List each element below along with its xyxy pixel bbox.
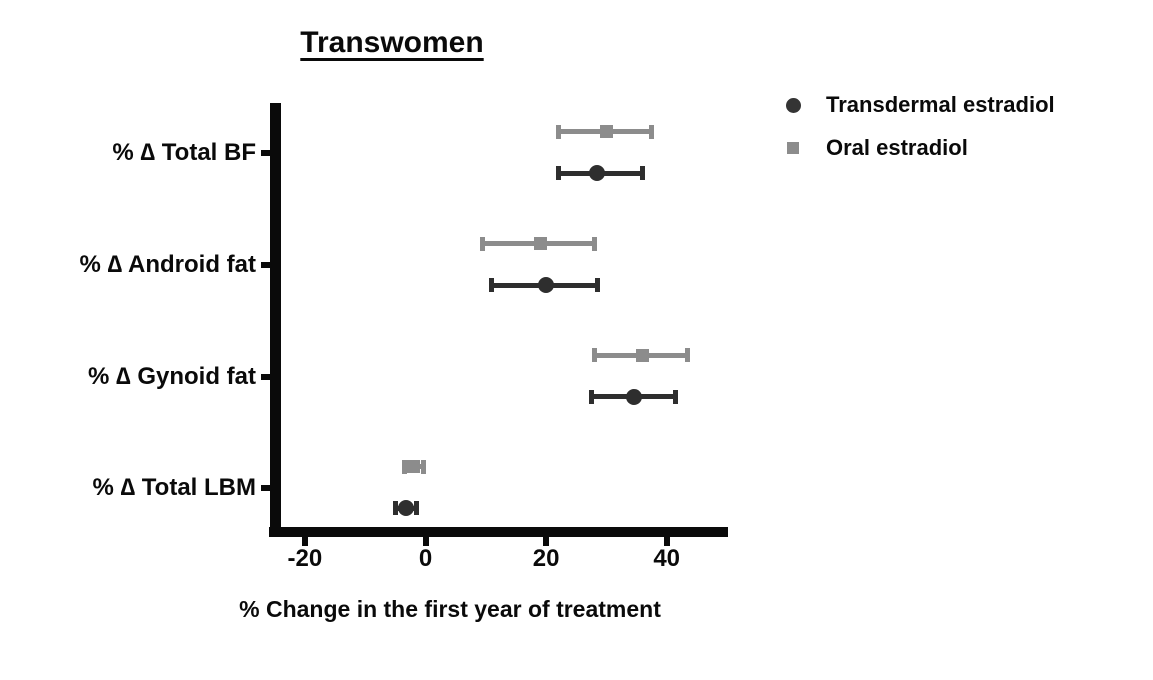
- oral-point-marker: [533, 237, 547, 250]
- error-bar-cap-left: [588, 389, 594, 404]
- circle-marker-glyph: [785, 97, 801, 113]
- legend-label: Transdermal estradiol: [826, 92, 1055, 117]
- y-axis-tick: [261, 485, 270, 491]
- oral-point-marker: [636, 348, 650, 362]
- category-label: % ∆ Android fat: [79, 251, 256, 278]
- error-bar-cap-right: [591, 236, 597, 251]
- transdermal-point-marker: [625, 388, 642, 405]
- x-tick-label: 20: [532, 545, 560, 572]
- error-bar-cap-left: [555, 166, 561, 180]
- error-bar-cap-right: [649, 124, 655, 139]
- error-bar-cap-right: [421, 459, 427, 474]
- oral-point-marker: [406, 460, 420, 473]
- error-bar-cap-left: [401, 459, 407, 474]
- x-tick-label: 0: [418, 545, 433, 572]
- error-bar-cap-right: [673, 389, 679, 404]
- legend-circle-icon: [778, 97, 808, 113]
- legend-square-icon: [778, 142, 808, 154]
- x-axis-line: [269, 527, 728, 537]
- error-bar-cap-right: [594, 278, 600, 292]
- error-bar-cap-right: [413, 501, 419, 515]
- y-axis-tick: [261, 373, 270, 380]
- error-bar-cap-left: [555, 124, 561, 139]
- x-axis-title: % Change in the first year of treatment: [239, 596, 661, 622]
- error-bar-cap-left: [392, 501, 398, 515]
- chart-title: Transwomen: [300, 26, 484, 59]
- transdermal-point-marker: [589, 165, 606, 181]
- category-label: % ∆ Gynoid fat: [87, 362, 256, 390]
- error-bar-cap-right: [685, 348, 691, 362]
- oral-point-marker: [599, 125, 613, 138]
- x-tick-label: 40: [653, 545, 681, 572]
- x-axis-tick: [543, 537, 550, 546]
- legend-label: Oral estradiol: [826, 135, 968, 160]
- x-axis-tick: [663, 537, 670, 546]
- transdermal-point-marker: [397, 500, 414, 516]
- legend-item: Transdermal estradiol: [778, 90, 1055, 120]
- legend-item: Oral estradiol: [778, 133, 1055, 163]
- square-marker-glyph: [787, 142, 799, 154]
- category-label: % ∆ Total BF: [112, 139, 256, 166]
- transdermal-point-marker: [538, 277, 555, 293]
- legend: Transdermal estradiol Oral estradiol: [778, 90, 1055, 176]
- error-bar-cap-right: [640, 166, 646, 180]
- category-label: % ∆ Total LBM: [92, 474, 256, 501]
- y-axis-line: [270, 103, 281, 537]
- error-bar-cap-left: [591, 348, 597, 362]
- error-bar-cap-left: [489, 278, 495, 292]
- y-axis-tick: [261, 150, 270, 156]
- error-bar-cap-left: [480, 236, 486, 251]
- y-axis-tick: [261, 262, 270, 268]
- x-axis-tick: [422, 537, 429, 546]
- x-tick-label: -20: [287, 545, 323, 572]
- x-axis-tick: [301, 537, 308, 546]
